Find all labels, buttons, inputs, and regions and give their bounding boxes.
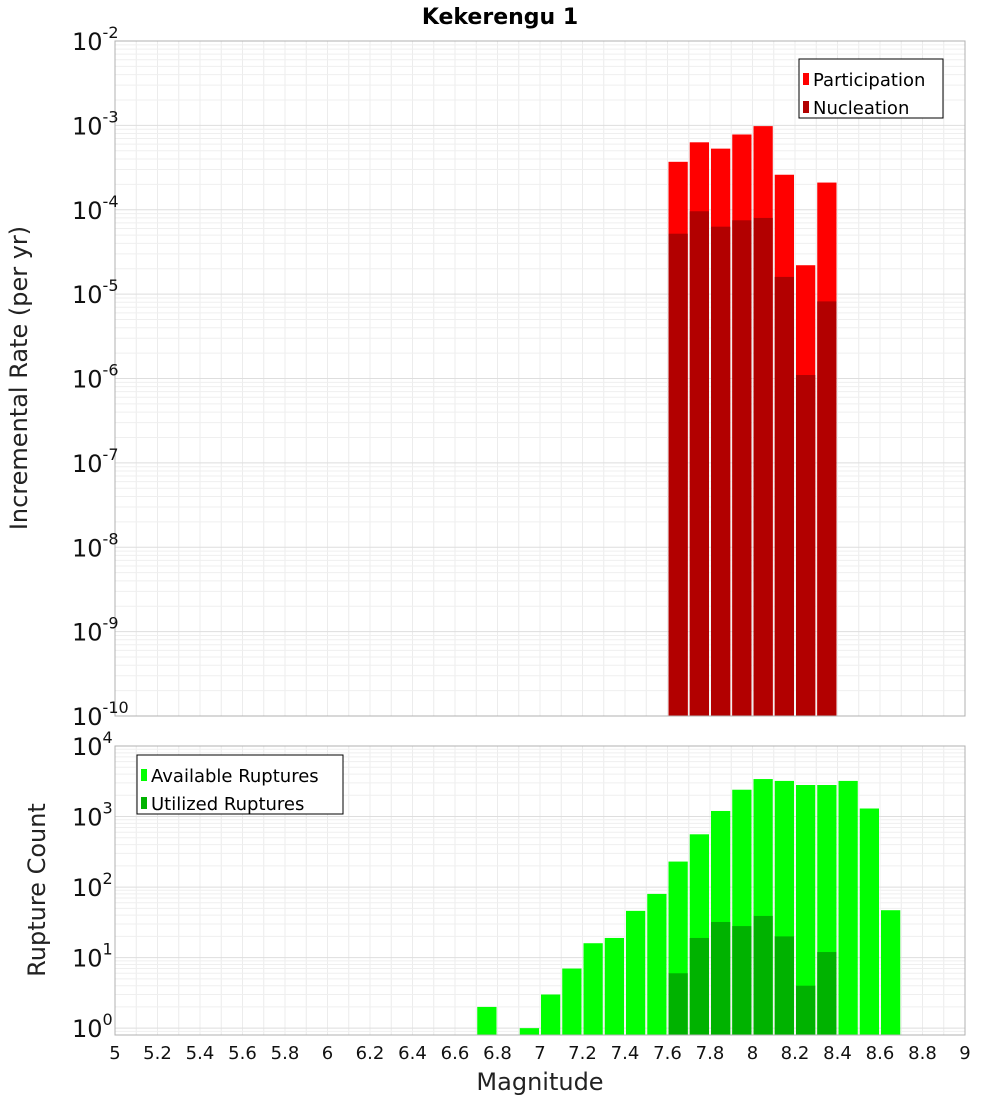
legend: Participation Nucleation (798, 58, 944, 119)
series-nucleation (668, 211, 837, 717)
bar (668, 233, 688, 716)
x-tick-label: 5 (109, 1043, 120, 1064)
y-tick-label: 104 (72, 728, 113, 761)
legend-label: Available Ruptures (151, 766, 319, 787)
legend-label: Participation (813, 70, 925, 91)
legend-swatch (803, 73, 809, 85)
y-tick-label: 10-6 (72, 361, 119, 394)
bar (668, 973, 688, 1035)
y-tick-label: 102 (72, 869, 113, 902)
bar (562, 968, 582, 1035)
series-utilized-ruptures (668, 915, 837, 1035)
y-tick-label: 10-9 (72, 614, 119, 647)
legend-swatch (803, 101, 809, 113)
bar (689, 937, 709, 1035)
y-tick-label: 10-3 (72, 107, 119, 140)
x-tick-label: 7.4 (611, 1043, 640, 1064)
bar (541, 994, 561, 1035)
bar (753, 915, 773, 1035)
x-axis-label: Magnitude (476, 1068, 603, 1096)
bar (796, 985, 816, 1035)
x-tick-label: 5.2 (143, 1043, 172, 1064)
bar (732, 926, 752, 1035)
x-tick-label: 8.4 (823, 1043, 852, 1064)
x-tick-label: 7 (534, 1043, 545, 1064)
x-tick-label: 6 (322, 1043, 333, 1064)
legend-label: Utilized Ruptures (151, 794, 304, 815)
x-tick-label: 8.2 (781, 1043, 810, 1064)
legend-swatch (141, 769, 147, 781)
y-tick-label: 10-2 (72, 23, 119, 56)
y-tick-label: 103 (72, 799, 113, 832)
bar (859, 808, 879, 1035)
y-tick-label: 10-10 (72, 698, 129, 731)
bar (838, 780, 858, 1035)
bar (796, 784, 816, 1035)
legend-box (798, 58, 944, 119)
x-tick-label: 9 (959, 1043, 970, 1064)
bottom-y-axis-label: Rupture Count (23, 803, 51, 977)
legend-box (136, 754, 344, 815)
chart-title: Kekerengu 1 (422, 5, 578, 30)
x-tick-label: 8 (747, 1043, 758, 1064)
x-tick-label: 5.4 (186, 1043, 215, 1064)
y-tick-label: 10-4 (72, 192, 119, 225)
bar (477, 1006, 497, 1035)
x-tick-label: 8.6 (866, 1043, 895, 1064)
plot-frame (114, 40, 966, 717)
bar (519, 1028, 539, 1035)
bar (774, 936, 794, 1035)
bar (817, 952, 837, 1035)
bar (626, 910, 646, 1035)
bar (647, 893, 667, 1035)
x-tick-label: 7.2 (568, 1043, 597, 1064)
plot-frame (114, 745, 966, 1036)
x-tick-label: 6.8 (483, 1043, 512, 1064)
bar (796, 375, 816, 716)
y-tick-label: 10-8 (72, 529, 119, 562)
bar (604, 937, 624, 1035)
y-tick-label: 10-5 (72, 276, 119, 309)
bar (817, 301, 837, 716)
bar (753, 217, 773, 716)
bar (774, 276, 794, 716)
x-tick-label: 5.8 (271, 1043, 300, 1064)
x-tick-label: 8.8 (908, 1043, 937, 1064)
bar (711, 226, 731, 716)
legend: Available Ruptures Utilized Ruptures (136, 754, 344, 815)
bar (689, 211, 709, 717)
y-tick-label: 100 (72, 1010, 113, 1043)
top-y-axis-label: Incremental Rate (per yr) (5, 226, 33, 530)
x-tick-label: 7.8 (696, 1043, 725, 1064)
y-tick-label: 10-7 (72, 445, 119, 478)
y-tick-label: 101 (72, 940, 113, 973)
x-tick-label: 6.4 (398, 1043, 427, 1064)
x-tick-label: 7.6 (653, 1043, 682, 1064)
x-tick-label: 6.6 (441, 1043, 470, 1064)
x-tick-label: 6.2 (356, 1043, 385, 1064)
top-panel: 10-2 10-3 10-4 10-5 10-6 10-7 10-8 10-9 10-10 Par… (72, 23, 966, 731)
grid (114, 40, 966, 717)
bar (711, 921, 731, 1035)
bar (732, 220, 752, 717)
legend-label: Nucleation (813, 98, 909, 119)
x-tick-label: 5.6 (228, 1043, 257, 1064)
legend-swatch (141, 797, 147, 809)
bar (583, 943, 603, 1035)
bar (881, 910, 901, 1035)
